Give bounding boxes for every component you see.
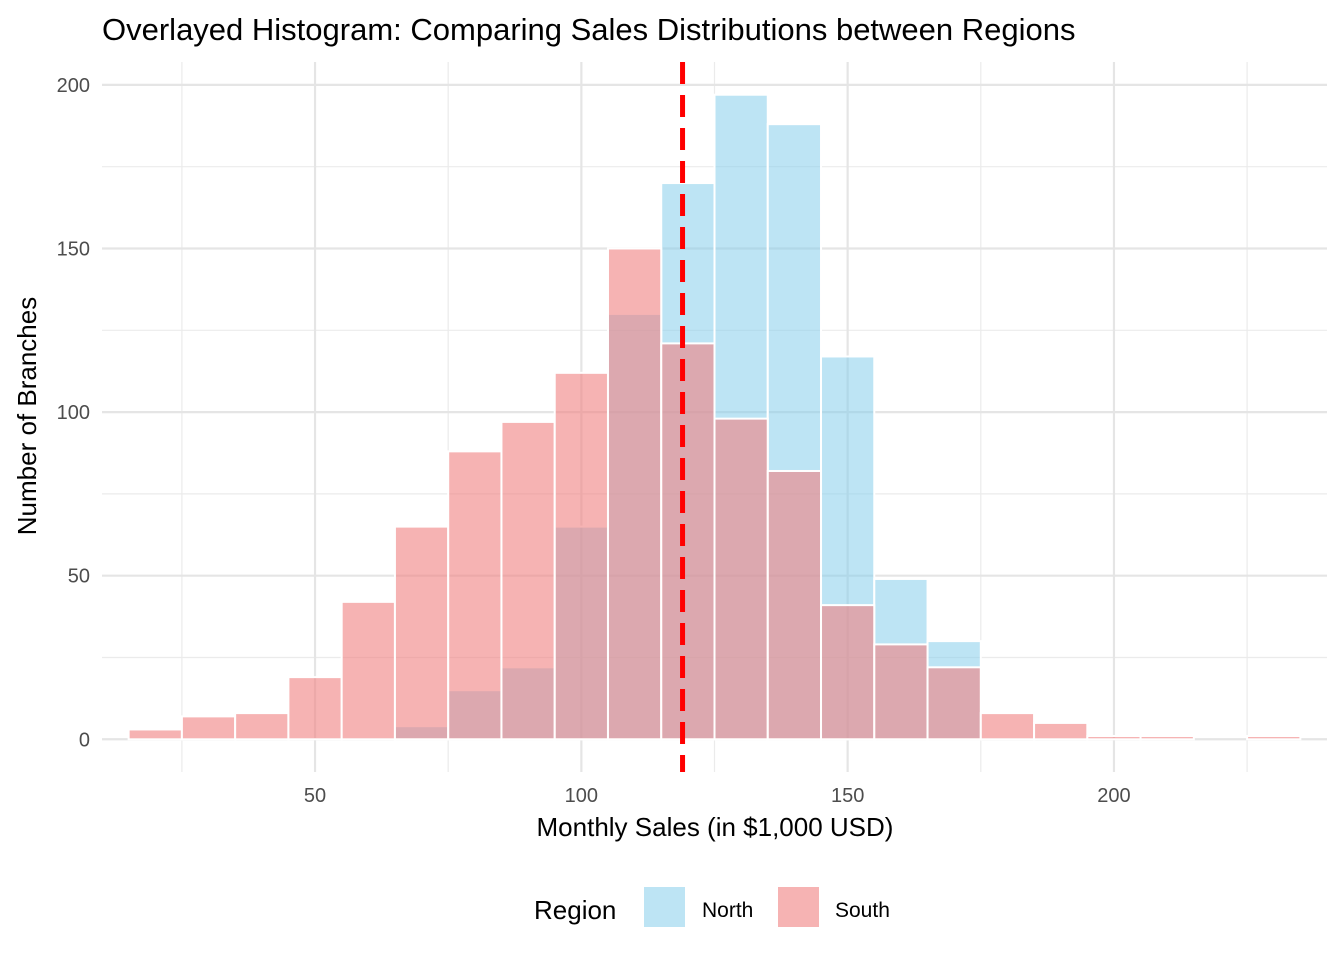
bar-south-45 — [287, 676, 343, 741]
legend-label-south: South — [835, 899, 890, 922]
bar-south-15 — [127, 728, 183, 741]
y-tick-label: 100 — [57, 402, 90, 424]
bar-south-55 — [340, 600, 396, 741]
x-tick-label: 100 — [565, 785, 598, 807]
bar-south-225 — [1246, 735, 1302, 741]
bar-south-195 — [1086, 735, 1142, 741]
bar-south-185 — [1033, 721, 1089, 741]
bar-south-85 — [500, 420, 556, 741]
x-axis-title: Monthly Sales (in $1,000 USD) — [537, 812, 894, 842]
bar-south-135 — [766, 469, 823, 741]
bar-south-145 — [820, 604, 876, 741]
histogram-bars — [127, 93, 1302, 741]
legend-label-north: North — [702, 899, 753, 922]
legend-title: Region — [534, 895, 616, 925]
bar-south-35 — [234, 712, 290, 741]
bar-south-65 — [393, 525, 450, 741]
y-tick-label: 150 — [57, 238, 90, 260]
y-axis-tick-labels: 0 50 100 150 200 — [57, 75, 90, 751]
bar-south-165 — [926, 666, 982, 741]
bar-south-115 — [660, 342, 716, 741]
y-tick-label: 50 — [68, 566, 90, 588]
bar-south-175 — [979, 712, 1036, 741]
bar-south-155 — [873, 643, 929, 741]
x-tick-label: 50 — [304, 785, 326, 807]
bar-south-95 — [553, 371, 609, 741]
bar-south-125 — [713, 417, 769, 741]
x-tick-label: 200 — [1097, 785, 1130, 807]
bar-south-205 — [1139, 735, 1195, 741]
y-tick-label: 0 — [79, 729, 90, 751]
y-tick-label: 200 — [57, 75, 90, 97]
chart-title: Overlayed Histogram: Comparing Sales Dis… — [102, 12, 1076, 47]
legend-key-south — [778, 887, 819, 927]
bar-south-25 — [180, 715, 237, 741]
bar-south-75 — [447, 450, 503, 741]
y-axis-title: Number of Branches — [12, 297, 42, 535]
x-tick-label: 150 — [831, 785, 864, 807]
legend: Region North South — [534, 887, 890, 927]
legend-key-north — [644, 887, 685, 927]
bar-south-105 — [606, 247, 663, 741]
x-axis-tick-labels: 50 100 150 200 — [304, 785, 1131, 807]
